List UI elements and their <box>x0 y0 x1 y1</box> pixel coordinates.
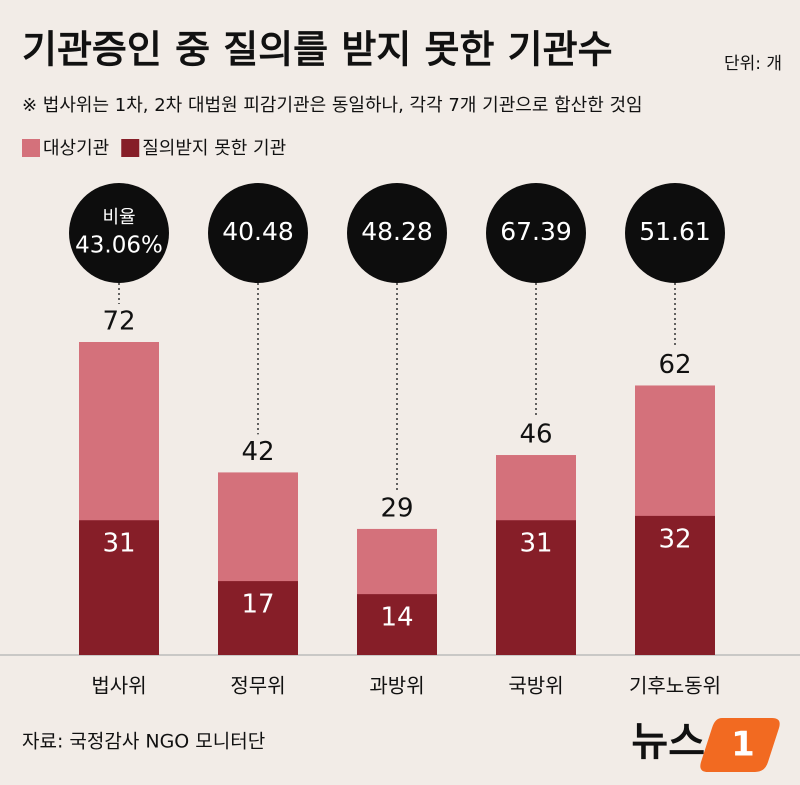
value-label: 29 <box>380 493 413 523</box>
x-tick-label: 과방위 <box>369 674 424 698</box>
ratio-label: 67.39 <box>500 217 572 246</box>
ratio-label: 40.48 <box>222 217 294 246</box>
x-tick-label: 국방위 <box>508 674 563 698</box>
value-label: 32 <box>658 524 691 554</box>
bar <box>635 515 715 655</box>
ratio-circle <box>625 183 725 283</box>
logo-text: 뉴스 <box>631 719 705 765</box>
value-label: 14 <box>380 603 413 633</box>
value-label: 42 <box>241 437 274 467</box>
ratio-circle <box>486 183 586 283</box>
bar <box>496 520 576 655</box>
legend-label: 대상기관 <box>43 138 109 159</box>
ratio-circle <box>208 183 308 283</box>
ratio-title: 비율 <box>102 207 135 228</box>
unit: 단위: 개 <box>724 54 782 74</box>
logo-mark: 1 <box>731 725 755 765</box>
bar <box>79 520 159 655</box>
value-label: 31 <box>519 529 552 559</box>
value-label: 72 <box>102 307 135 337</box>
ratio-circle <box>69 183 169 283</box>
ratio-label: 48.28 <box>361 217 433 246</box>
x-tick-label: 법사위 <box>91 674 146 698</box>
bar <box>357 594 437 655</box>
legend-swatch <box>22 139 40 157</box>
x-tick-label: 기후노동위 <box>629 674 721 698</box>
legend-label: 질의받지 못한 기관 <box>142 138 286 159</box>
value-label: 17 <box>241 590 274 620</box>
note: ※ 법사위는 1차, 2차 대법원 피감기관은 동일하나, 각각 7개 기관으로… <box>22 95 643 116</box>
chart-title: 기관증인 중 질의를 받지 못한 기관수 <box>22 28 613 72</box>
value-label: 31 <box>102 529 135 559</box>
source: 자료: 국정감사 NGO 모니터단 <box>22 731 265 753</box>
ratio-circle <box>347 183 447 283</box>
value-label: 62 <box>658 350 691 380</box>
ratio-label: 43.06% <box>75 233 163 259</box>
x-tick-label: 정무위 <box>230 674 285 698</box>
bar <box>218 581 298 655</box>
legend-swatch <box>121 139 140 157</box>
logo-badge <box>700 718 780 772</box>
value-label: 46 <box>519 420 552 450</box>
ratio-label: 51.61 <box>639 217 711 246</box>
